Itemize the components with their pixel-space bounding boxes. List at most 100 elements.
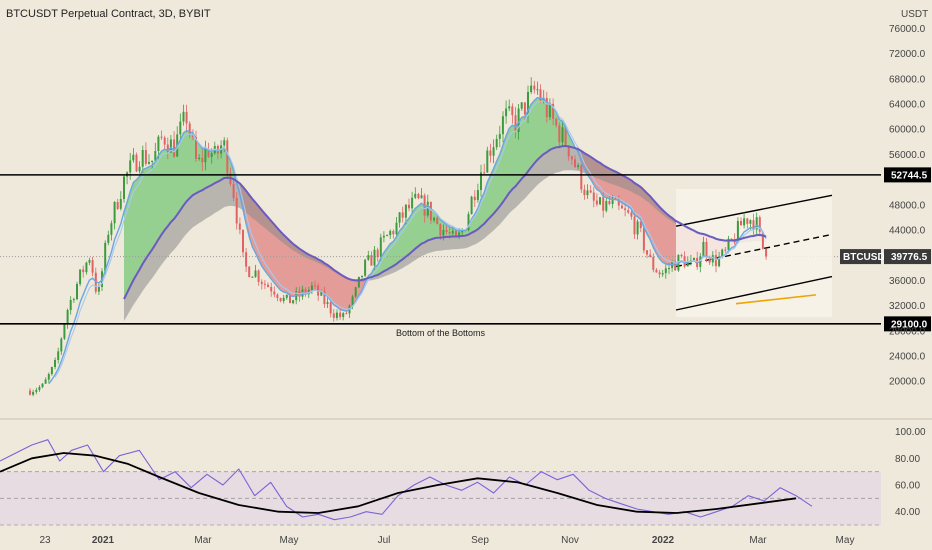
candle-body — [486, 150, 489, 173]
candle-body — [758, 217, 761, 232]
candle-body — [88, 260, 91, 263]
candle-body — [289, 294, 291, 304]
candle-body — [765, 248, 768, 257]
candle-body — [248, 266, 251, 277]
price-tick-label: 20000.0 — [889, 377, 926, 388]
candle-body — [204, 148, 207, 163]
candle-body — [60, 338, 63, 352]
candle-body — [408, 204, 410, 209]
ema-lines — [48, 96, 767, 385]
candle-body — [705, 241, 708, 258]
candle-body — [505, 108, 508, 117]
candle-body — [185, 111, 188, 124]
candle-body — [310, 285, 313, 290]
currency-label: USDT — [901, 9, 928, 20]
candle-body — [257, 270, 260, 282]
candle-body — [339, 312, 342, 318]
candle-body — [589, 190, 592, 193]
candle-body — [304, 289, 307, 295]
candle-body — [536, 89, 539, 91]
candle-body — [555, 118, 558, 126]
price-tick-label: 28000.0 — [889, 326, 926, 337]
candle-body — [32, 392, 35, 395]
candle-body — [38, 387, 41, 390]
candle-body — [72, 299, 75, 301]
candle-body — [329, 302, 332, 314]
candle-body — [711, 255, 714, 263]
candle-body — [267, 284, 269, 287]
candle-body — [414, 193, 417, 198]
candle-body — [235, 198, 238, 224]
candle-body — [166, 144, 169, 153]
candle-body — [201, 157, 204, 163]
candle-body — [426, 201, 429, 216]
candle-body — [182, 111, 185, 122]
candle-body — [357, 276, 360, 288]
price-tick-label: 72000.0 — [889, 49, 926, 60]
support-trendline — [735, 294, 817, 305]
candle-body — [755, 217, 758, 230]
candle-body — [69, 300, 72, 311]
candle-body — [533, 85, 536, 90]
candle-body — [649, 254, 652, 257]
candle-body — [332, 313, 335, 318]
candle-body — [207, 148, 210, 157]
candle-body — [564, 127, 567, 146]
level-tag-0: 52744.5 — [891, 170, 928, 181]
price-tick-label: 48000.0 — [889, 200, 926, 211]
candle-body — [686, 260, 689, 267]
candle-body — [82, 269, 85, 273]
candle-body — [642, 228, 645, 251]
candle-body — [749, 220, 752, 224]
candle-body — [664, 268, 667, 274]
candle-body — [708, 257, 711, 263]
candle-body — [624, 208, 627, 210]
candle-body — [263, 283, 266, 285]
candle-body — [436, 217, 439, 225]
time-tick-label: Nov — [561, 535, 579, 546]
candle-body — [592, 192, 595, 201]
bullish-cloud — [124, 130, 237, 299]
candle-body — [398, 212, 401, 223]
candle-body — [132, 154, 135, 161]
candle-body — [740, 221, 742, 226]
bullish-cloud — [368, 97, 579, 278]
candle-body — [135, 154, 138, 172]
candle-body — [169, 139, 172, 153]
time-axis: 23 2021 Mar May Jul Sep Nov 2022 Mar May — [39, 535, 854, 546]
ema-fast-2-line — [54, 100, 767, 378]
candle-body — [323, 291, 326, 305]
candle-body — [517, 108, 520, 132]
candle-body — [743, 218, 746, 226]
candle-body — [107, 234, 110, 243]
candle-body — [404, 204, 407, 218]
candle-body — [473, 196, 476, 201]
time-tick-label: May — [836, 535, 855, 546]
time-tick-label: Sep — [471, 535, 489, 546]
candle-body — [561, 127, 564, 143]
candle-body — [41, 383, 44, 388]
candle-body — [489, 150, 492, 156]
candle-body — [574, 159, 576, 168]
candle-body — [599, 197, 601, 205]
candle-body — [279, 298, 282, 301]
candle-body — [292, 300, 295, 304]
candle-body — [633, 216, 636, 235]
candle-body — [530, 85, 533, 92]
price-tick-label: 24000.0 — [889, 351, 926, 362]
candle-body — [570, 156, 573, 160]
candle-body — [721, 249, 724, 257]
candle-body — [552, 103, 555, 119]
candle-body — [724, 249, 727, 251]
candle-body — [498, 134, 501, 139]
candle-body — [514, 115, 517, 132]
candle-body — [420, 195, 423, 199]
last-price-tag: BTCUSDT 39776.5 — [840, 249, 931, 265]
candle-body — [251, 276, 254, 278]
candle-body — [761, 231, 764, 249]
candle-body — [608, 201, 611, 204]
candle-body — [621, 205, 623, 209]
candle-body — [76, 284, 78, 300]
channel-highlight — [676, 189, 832, 317]
candle-body — [508, 106, 511, 109]
